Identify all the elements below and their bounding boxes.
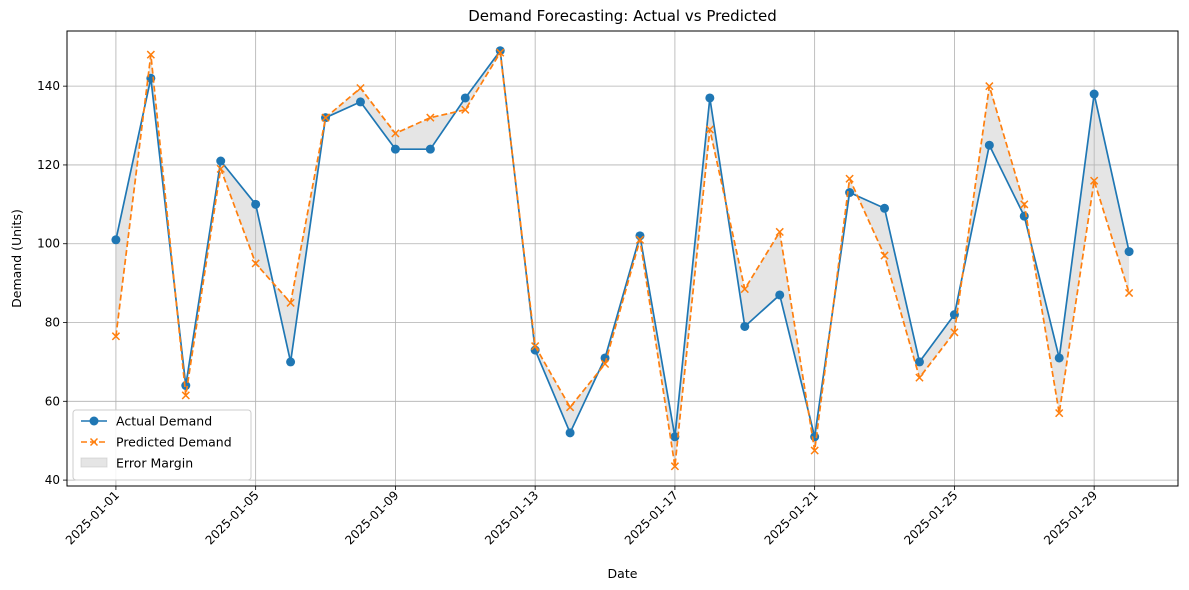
actual-demand-point: [565, 428, 575, 438]
predicted-demand-point: [461, 105, 470, 114]
predicted-demand-point: [146, 50, 155, 59]
predicted-demand-point: [845, 174, 854, 183]
actual-demand-point: [1054, 353, 1064, 363]
predicted-demand-point: [600, 359, 610, 369]
predicted-demand-point: [950, 328, 959, 337]
predicted-demand-point: [531, 342, 540, 351]
predicted-demand-point: [496, 48, 505, 57]
actual-demand-point: [880, 203, 890, 213]
actual-demand-point: [111, 235, 121, 245]
predicted-demand-point: [705, 125, 714, 134]
actual-demand-point: [1089, 89, 1099, 99]
x-axis-label: Date: [608, 566, 638, 581]
predicted-demand-point: [1124, 288, 1134, 298]
actual-demand-point: [705, 93, 715, 103]
predicted-demand-point: [111, 332, 121, 341]
actual-demand-point: [740, 321, 750, 331]
legend-predicted-marker: [89, 437, 99, 447]
predicted-demand-point: [1055, 408, 1064, 418]
predicted-demand-point: [775, 227, 784, 237]
series-layer: [111, 46, 1134, 471]
actual-demand-point: [984, 140, 994, 150]
grid-lines: [67, 31, 1178, 486]
legend: Actual Demand Predicted Demand Error Mar…: [72, 409, 252, 481]
predicted-demand-point: [321, 113, 330, 122]
actual-demand-point: [600, 353, 610, 363]
predicted-demand-point: [670, 462, 680, 471]
y-axis-label: Demand (Units): [9, 209, 24, 308]
actual-demand-point: [775, 290, 785, 300]
predicted-demand-point: [1090, 176, 1099, 185]
actual-demand-point: [670, 432, 680, 442]
predicted-demand-point: [286, 298, 295, 307]
y-tick-label: 80: [45, 316, 60, 330]
predicted-demand-point: [985, 82, 994, 91]
predicted-demand-point: [740, 284, 749, 294]
y-tick-label: 120: [37, 158, 60, 172]
predicted-demand-point: [181, 391, 190, 400]
predicted-demand-point: [251, 259, 260, 268]
actual-demand-point: [495, 46, 505, 56]
predicted-demand-line: [115, 51, 1130, 468]
actual-demand-point: [460, 93, 470, 103]
y-tick-label: 100: [37, 237, 60, 251]
actual-demand-point: [1019, 211, 1029, 221]
legend-predicted-label: Predicted Demand: [116, 435, 232, 450]
actual-demand-point: [810, 432, 820, 442]
y-tick-label: 140: [37, 79, 60, 93]
predicted-demand-point: [391, 129, 400, 138]
actual-demand-point: [251, 199, 261, 209]
predicted-demand-point: [1020, 200, 1029, 209]
actual-demand-point: [286, 357, 296, 367]
actual-demand-point: [1124, 247, 1134, 257]
predicted-demand-point: [880, 251, 889, 260]
actual-demand-point: [355, 97, 365, 107]
actual-demand-point: [216, 156, 226, 166]
actual-demand-point: [390, 144, 400, 154]
chart-title: Demand Forecasting: Actual vs Predicted: [468, 7, 777, 25]
actual-demand-point: [914, 357, 924, 367]
legend-error-swatch: [80, 457, 108, 468]
actual-demand-point: [181, 381, 191, 391]
actual-demand-point: [425, 144, 435, 154]
legend-actual-marker: [89, 416, 99, 426]
plot-frame: [66, 30, 1179, 487]
predicted-demand-point: [915, 373, 924, 382]
predicted-demand-point: [216, 164, 225, 174]
y-tick-label: 40: [45, 473, 60, 487]
y-tick-label: 60: [45, 394, 60, 408]
predicted-demand-point: [635, 235, 645, 244]
predicted-demand-point: [565, 403, 575, 412]
predicted-demand-point: [426, 113, 435, 122]
legend-box: [72, 409, 252, 481]
legend-error-label: Error Margin: [116, 456, 193, 471]
predicted-demand-point: [356, 83, 365, 93]
actual-demand-point: [845, 188, 855, 198]
legend-actual-label: Actual Demand: [116, 414, 212, 429]
predicted-demand-point: [810, 446, 819, 455]
